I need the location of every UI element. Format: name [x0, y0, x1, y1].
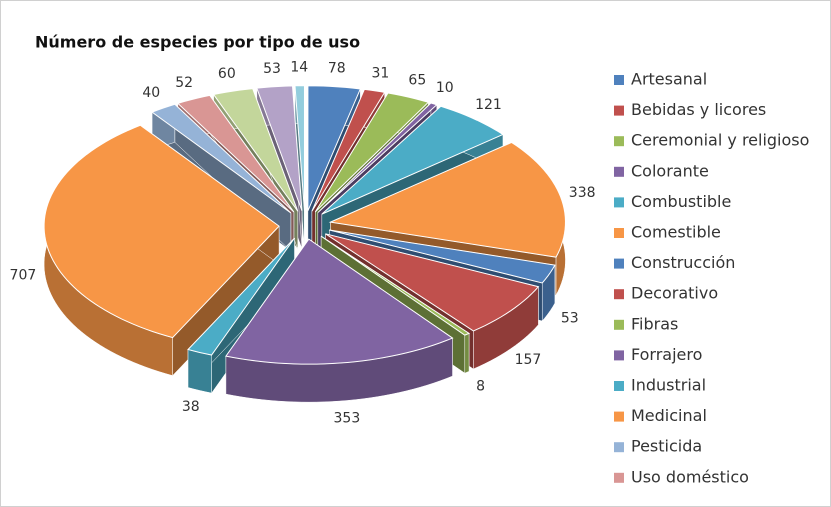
data-label: 10 — [436, 80, 454, 96]
legend-swatch — [614, 472, 624, 483]
data-label: 53 — [263, 61, 281, 77]
legend-label: Uso doméstico — [631, 467, 749, 486]
legend-label: Pesticida — [631, 437, 702, 456]
slice — [325, 233, 540, 332]
data-label: 65 — [408, 73, 426, 89]
slice — [294, 85, 305, 211]
legend-swatch — [614, 228, 624, 238]
slice — [256, 85, 303, 211]
legend-label: Colorante — [631, 161, 709, 180]
slice — [225, 238, 454, 365]
legend: Artesanal Bebidas y licores Ceremonial y r… — [614, 70, 809, 486]
data-label: 53 — [561, 311, 579, 327]
legend-swatch — [614, 411, 624, 422]
slice — [307, 85, 362, 211]
legend-label: Fibras — [631, 314, 678, 333]
slice-wall — [464, 332, 470, 374]
data-label: 60 — [218, 66, 236, 82]
legend-swatch — [614, 442, 624, 453]
data-label: 8 — [476, 378, 485, 394]
data-label: 707 — [10, 268, 37, 284]
data-label: 14 — [290, 60, 308, 76]
data-label: 338 — [569, 185, 596, 201]
legend-label: Decorativo — [631, 284, 718, 303]
data-label: 31 — [371, 65, 389, 81]
legend-swatch — [614, 75, 624, 85]
slice — [187, 237, 295, 356]
slice — [328, 141, 566, 258]
legend-swatch — [614, 350, 624, 361]
legend-label: Ceremonial y religioso — [631, 131, 809, 150]
data-label: 40 — [142, 85, 160, 101]
legend-swatch — [614, 258, 624, 269]
legend-label: Comestible — [631, 223, 721, 242]
legend-swatch — [614, 166, 624, 177]
legend-swatch — [614, 197, 624, 208]
data-label: 52 — [175, 75, 193, 91]
legend-label: Medicinal — [631, 406, 707, 425]
slice — [151, 103, 292, 214]
data-label: 157 — [515, 352, 542, 368]
legend-swatch — [614, 319, 624, 330]
legend-label: Artesanal — [631, 70, 707, 89]
slice-wall — [187, 349, 212, 394]
legend-label: Industrial — [631, 376, 706, 395]
slice — [311, 88, 386, 212]
chart-title: Número de especies por tipo de uso — [35, 33, 360, 52]
slice — [212, 88, 299, 212]
legend-label: Forrajero — [631, 345, 702, 364]
data-label: 38 — [182, 399, 200, 415]
legend-label: Construcción — [631, 253, 735, 272]
slice — [317, 102, 438, 213]
slice — [314, 92, 430, 213]
slice — [329, 229, 556, 284]
legend-label: Bebidas y licores — [631, 100, 766, 119]
legend-swatch — [614, 381, 624, 391]
data-label: 78 — [328, 61, 346, 77]
slice — [321, 105, 505, 215]
legend-swatch — [614, 289, 624, 300]
data-label: 121 — [475, 97, 502, 113]
legend-swatch — [614, 136, 624, 147]
legend-label: Combustible — [631, 192, 731, 211]
slice — [176, 94, 295, 213]
legend-swatch — [614, 105, 624, 116]
data-label: 353 — [334, 411, 361, 427]
slice — [43, 124, 280, 339]
pie: 78 31 65 10 121 338 53 157 8 353 38 707 40 52 60 53 14 — [10, 60, 596, 427]
slice — [320, 235, 471, 336]
